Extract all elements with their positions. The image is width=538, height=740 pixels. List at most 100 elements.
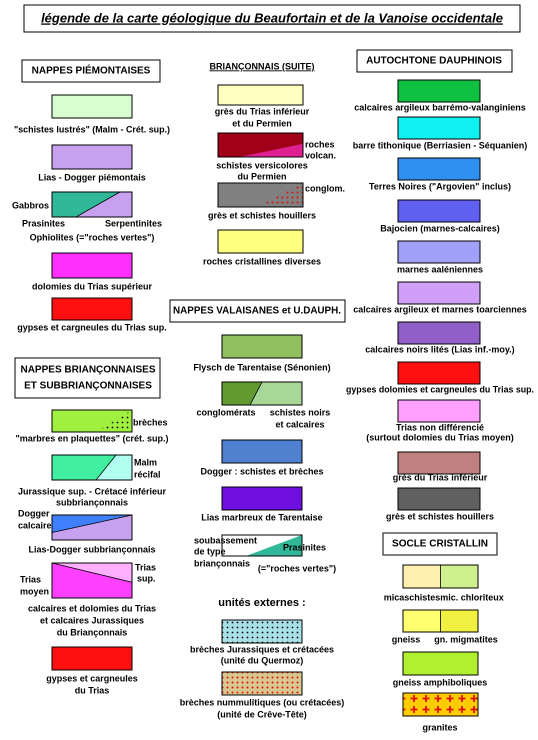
swatch (398, 200, 480, 222)
swatch-outline (217, 182, 304, 208)
swatch (403, 652, 478, 675)
swatch-label: Prasinites (283, 542, 326, 552)
swatch-pattern (222, 620, 302, 643)
swatch-outline (51, 562, 133, 599)
swatch-outline (397, 199, 481, 223)
swatch-label: gypses et cargneules (46, 673, 138, 683)
swatch-label: "schistes lustrés" (Malm - Crét. sup.) (14, 124, 170, 134)
swatch-outline (402, 564, 479, 589)
header-box (356, 49, 513, 73)
swatch-outline (221, 671, 303, 696)
swatch-outline (397, 157, 481, 181)
swatch-outline (221, 619, 303, 644)
swatch-label: (unité de Crêve-Tête) (217, 709, 307, 719)
swatch-label: Trias (20, 574, 41, 584)
swatch-label: gypses dolomies et cargneules du Trias s… (346, 384, 534, 394)
swatch-label: Dogger : schistes et brèches (200, 466, 323, 476)
swatch-label: roches (305, 139, 335, 149)
swatch (398, 488, 480, 510)
swatch (218, 85, 303, 105)
swatch-label: calcaires noirs lités (Lias inf.-moy.) (365, 344, 514, 354)
swatch-outline (397, 79, 481, 103)
swatch (398, 362, 480, 384)
swatch (52, 95, 132, 118)
swatch-outline (402, 692, 479, 717)
section-header: NAPPES BRIANÇONNAISES (20, 365, 155, 376)
swatch-label: calcaires argileux et marnes toarciennes (353, 304, 527, 314)
swatch-label: du Trias (75, 685, 110, 695)
swatch (222, 335, 302, 358)
swatch-label: "marbres en plaquettes" (crét. sup.) (15, 433, 168, 443)
swatch (398, 241, 480, 263)
swatch-label: et du Permien (232, 118, 292, 128)
header-box (14, 357, 161, 399)
swatch-outline (217, 132, 304, 158)
swatch (398, 158, 480, 180)
swatch-outline (51, 646, 133, 671)
swatch-outline (221, 381, 303, 406)
swatch-outline (51, 454, 133, 481)
swatch-outline (51, 514, 133, 541)
swatch-label: micaschistes (384, 592, 441, 602)
swatch-label: Bajocien (marnes-calcaires) (380, 223, 500, 233)
swatch-outline (397, 240, 481, 264)
swatch (398, 80, 480, 102)
swatch-outline (402, 609, 479, 633)
header-box (169, 299, 346, 323)
swatch-outline (51, 409, 133, 433)
swatch-label: calcaire (18, 520, 52, 530)
swatch-outline (217, 229, 304, 254)
swatch-outline (51, 144, 133, 170)
swatch-label: Prasinites (22, 218, 65, 228)
section-header: SOCLE CRISTALLIN (392, 539, 488, 550)
section-header: ET SUBBRIANÇONNAISES (24, 381, 152, 392)
swatch-label: (="roches vertes") (258, 563, 336, 573)
swatch-part (52, 563, 132, 598)
swatch-outline (397, 361, 481, 385)
swatch-label: moyen (20, 586, 49, 596)
swatch-outline (397, 451, 481, 475)
swatch-label: roches cristallines diverses (203, 256, 321, 266)
swatch (52, 298, 132, 320)
swatch-label: conglom. (305, 183, 345, 193)
swatch (398, 322, 480, 344)
swatch-label: Trias (135, 562, 156, 572)
swatch-outline (397, 399, 481, 423)
swatch (52, 145, 132, 169)
swatch-label: dolomies du Trias supérieur (32, 281, 153, 291)
section-header: BRIANÇONNAIS (SUITE) (210, 61, 315, 71)
swatch-part (403, 610, 441, 632)
swatch (218, 230, 303, 253)
swatch-label: Lias marbreux de Tarentaise (201, 512, 322, 522)
swatch-label: et calcaires Jurassiques (40, 615, 144, 625)
swatch-outline (217, 84, 304, 106)
swatch-part (52, 455, 116, 480)
swatch-part (52, 192, 120, 217)
swatch-label: soubassement (194, 535, 257, 545)
swatch-label: Serpentinites (105, 218, 162, 228)
section-header: NAPPES VALAISANES et U.DAUPH. (173, 306, 341, 317)
swatch-part (218, 133, 303, 157)
swatch-label: du Permien (237, 171, 286, 181)
swatch-outline (397, 321, 481, 345)
swatch-label: Gabbros (12, 200, 49, 210)
swatch-outline (402, 651, 479, 676)
section-header: unités externes : (218, 597, 305, 609)
swatch-label: Trias non différencié (396, 422, 484, 432)
swatch-outline (51, 297, 133, 321)
swatch-outline (397, 487, 481, 511)
swatch-label: (surtout dolomies du Trias moyen) (366, 432, 514, 442)
swatch-label: de type (194, 546, 226, 556)
swatch (398, 452, 480, 474)
swatch (398, 282, 480, 304)
swatch (52, 253, 132, 278)
swatch-outline (397, 116, 481, 140)
section-header: AUTOCHTONE DAUPHINOIS (366, 56, 502, 67)
swatch-label: granites (422, 722, 457, 732)
swatch-label: calcaires argileux barrémo-valanginiens (354, 102, 526, 112)
swatch-label: Jurassique sup. - Crétacé inférieur (18, 486, 167, 496)
swatch-outline (51, 94, 133, 119)
swatch-label: mic. chloriteux (440, 592, 504, 602)
